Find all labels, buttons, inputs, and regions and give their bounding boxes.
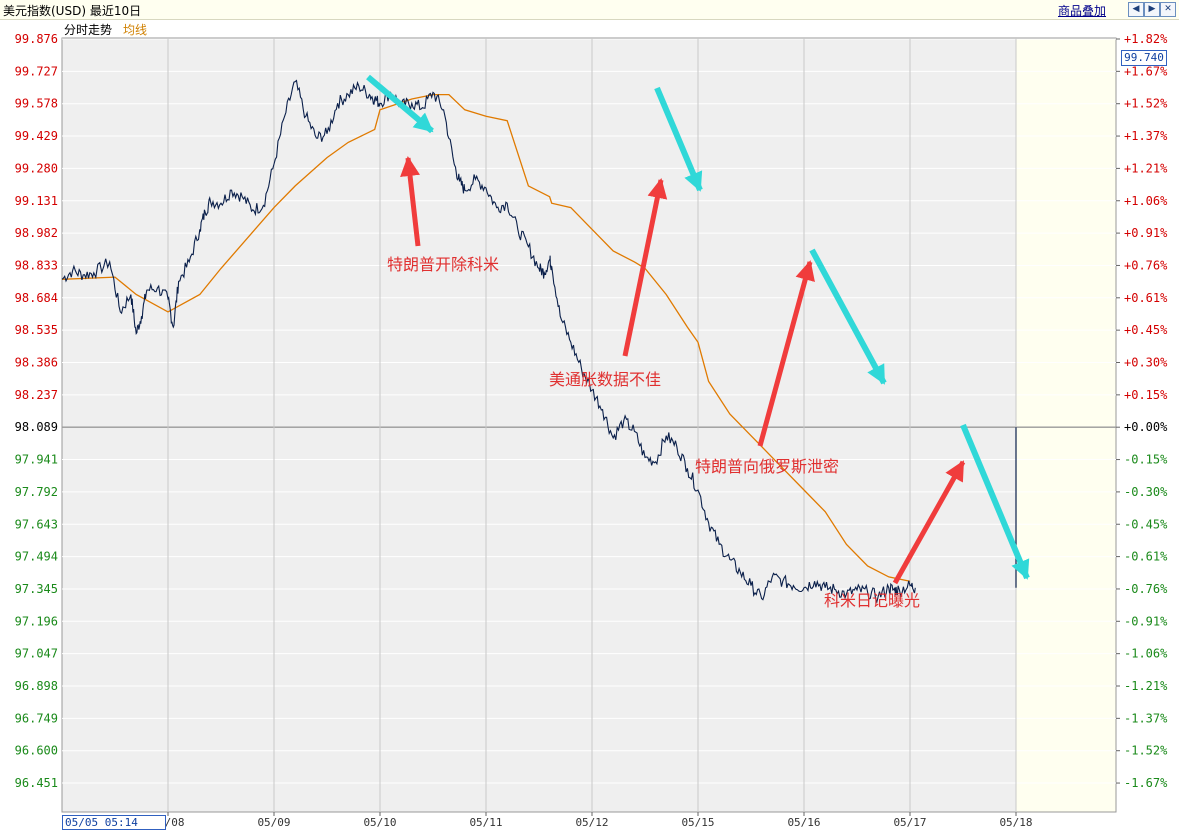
close-icon[interactable]: ✕	[1160, 2, 1176, 17]
tab-intraday[interactable]: 分时走势	[64, 23, 113, 37]
pct-tick-label: -1.06%	[1124, 647, 1168, 661]
y-tick-label: 98.089	[15, 420, 58, 434]
annotation-arrow	[757, 260, 815, 447]
annotation-arrow	[892, 460, 966, 585]
series-avg-line	[61, 93, 911, 582]
pct-tick-label: +0.76%	[1124, 258, 1168, 272]
pct-tick-label: +0.91%	[1124, 226, 1168, 240]
pct-tick-label: -0.91%	[1124, 614, 1168, 628]
y-tick-label: 96.749	[15, 711, 58, 725]
annotation-arrow	[622, 178, 668, 357]
y-tick-label: 99.578	[15, 97, 58, 111]
pct-tick-label: -1.37%	[1124, 711, 1168, 725]
y-tick-label: 96.898	[15, 679, 58, 693]
arrow-right-icon[interactable]: ▶	[1144, 2, 1160, 17]
annotation-label: 特朗普向俄罗斯泄密	[695, 457, 839, 476]
tab-average[interactable]: 均线	[123, 23, 148, 37]
y-tick-label: 99.429	[15, 129, 58, 143]
y-tick-label: 97.792	[15, 485, 58, 499]
cyan-arrow	[366, 74, 434, 134]
pct-tick-label: -0.76%	[1124, 582, 1168, 596]
pct-tick-label: +0.45%	[1124, 323, 1168, 337]
pct-tick-label: +1.52%	[1124, 97, 1168, 111]
pct-tick-label: -0.15%	[1124, 453, 1168, 467]
y-tick-label: 96.600	[15, 744, 58, 758]
y-tick-label: 98.386	[15, 356, 58, 370]
x-tick-label: 05/12	[575, 816, 608, 829]
pct-tick-label: -0.45%	[1124, 517, 1168, 531]
y-tick-label: 97.196	[15, 614, 58, 628]
chart-title: 美元指数(USD) 最近10日	[3, 4, 142, 18]
pct-tick-label: -1.52%	[1124, 744, 1168, 758]
cyan-arrow	[654, 86, 703, 192]
series-price-line	[61, 79, 916, 604]
x-tick-label: 05/16	[787, 816, 820, 829]
start-time-box: 05/05 05:14	[62, 815, 166, 830]
plot-border	[61, 37, 1117, 813]
y-tick-label: 97.494	[15, 550, 58, 564]
pct-tick-label: -1.21%	[1124, 679, 1168, 693]
x-tick-label: 05/18	[999, 816, 1032, 829]
pct-tick-label: -0.30%	[1124, 485, 1168, 499]
y-tick-label: 97.047	[15, 647, 58, 661]
pct-tick-label: -1.67%	[1124, 776, 1168, 790]
pct-tick-label: +1.82%	[1124, 32, 1168, 46]
y-tick-label: 97.643	[15, 517, 58, 531]
overlay-commodity-link[interactable]: 商品叠加	[1058, 4, 1107, 18]
y-tick-label: 97.345	[15, 582, 58, 596]
y-tick-label: 98.833	[15, 258, 58, 272]
pct-tick-label: +0.30%	[1124, 356, 1168, 370]
pct-tick-label: +0.61%	[1124, 291, 1168, 305]
y-tick-label: 99.876	[15, 32, 58, 46]
x-tick-label: 05/17	[893, 816, 926, 829]
y-tick-label: 98.535	[15, 323, 58, 337]
pct-tick-label: +1.06%	[1124, 194, 1168, 208]
arrow-left-icon[interactable]: ◀	[1128, 2, 1144, 17]
current-price-box: 99.740	[1121, 50, 1167, 66]
cyan-arrow	[960, 423, 1030, 580]
annotation-label: 科米日记曝光	[824, 591, 920, 610]
y-tick-label: 98.237	[15, 388, 58, 402]
future-area	[1016, 38, 1116, 812]
title-bar: 美元指数(USD) 最近10日 商品叠加 ◀ ▶ ✕	[0, 0, 1179, 20]
y-tick-label: 98.684	[15, 291, 58, 305]
x-tick-label: 05/11	[469, 816, 502, 829]
x-tick-label: 05/15	[681, 816, 714, 829]
pct-tick-label: +1.37%	[1124, 129, 1168, 143]
plot-area	[62, 38, 1016, 812]
cyan-arrow	[809, 248, 887, 385]
annotation-label: 特朗普开除科米	[387, 255, 499, 274]
y-tick-label: 99.280	[15, 161, 58, 175]
pct-tick-label: +1.21%	[1124, 161, 1168, 175]
x-tick-label: 05/09	[257, 816, 290, 829]
y-tick-label: 99.727	[15, 64, 58, 78]
y-tick-label: 97.941	[15, 453, 58, 467]
annotation-label: 美通胀数据不佳	[549, 370, 661, 389]
y-tick-label: 98.982	[15, 226, 58, 240]
pct-tick-label: +0.15%	[1124, 388, 1168, 402]
pct-tick-label: +0.00%	[1124, 420, 1168, 434]
annotation-arrow	[400, 156, 421, 247]
y-tick-label: 96.451	[15, 776, 58, 790]
y-tick-label: 99.131	[15, 194, 58, 208]
x-tick-label: 05/10	[363, 816, 396, 829]
pct-tick-label: -0.61%	[1124, 550, 1168, 564]
pct-tick-label: +1.67%	[1124, 64, 1168, 78]
